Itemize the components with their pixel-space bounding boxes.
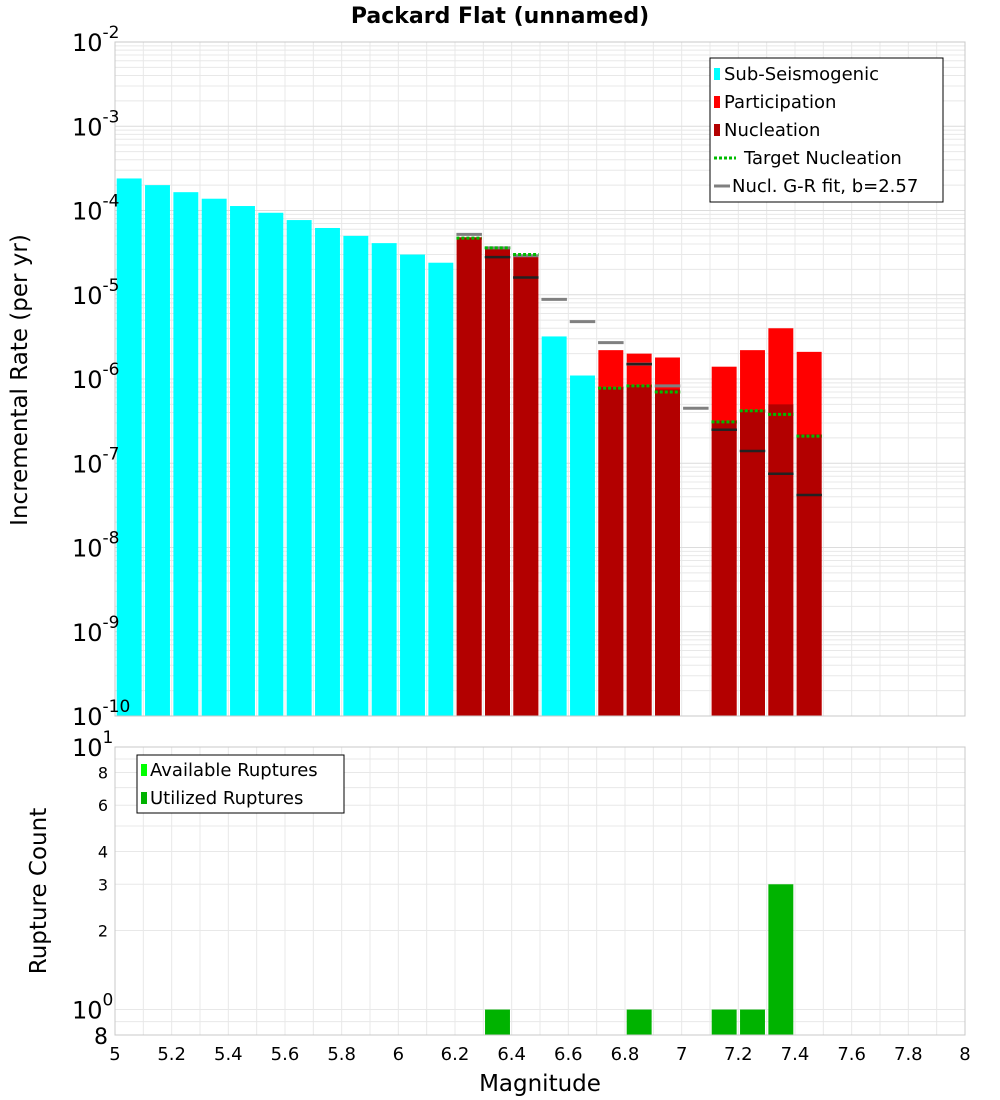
bar-sub-seismogenic	[230, 206, 255, 716]
bar-sub-seismogenic	[541, 336, 567, 716]
legend-swatch	[141, 792, 147, 804]
bottom-y-axis-label: Rupture Count	[26, 808, 52, 974]
y-tick-label: 10-9	[72, 613, 120, 647]
legend-label: Participation	[724, 92, 836, 113]
x-axis-label: Magnitude	[479, 1071, 601, 1097]
legend-label: Nucl. G-R fit, b=2.57	[732, 176, 918, 197]
bar-nucleation	[513, 254, 539, 716]
y-tick-label: 10-7	[72, 444, 120, 478]
y-tick-label: 101	[72, 728, 113, 762]
legend-label: Sub-Seismogenic	[724, 64, 879, 85]
legend-label: Target Nucleation	[743, 148, 902, 169]
x-tick-label: 7.2	[724, 1044, 753, 1065]
x-tick-label: 6.4	[497, 1044, 526, 1065]
y-tick-label: 10-6	[72, 360, 120, 394]
x-tick-label: 7	[676, 1044, 687, 1065]
bar-sub-seismogenic	[315, 227, 340, 716]
bar-nucleation	[456, 237, 482, 717]
bar-sub-seismogenic	[201, 198, 227, 716]
top-panel-frame	[114, 41, 966, 717]
legend-label: Available Ruptures	[150, 760, 318, 781]
bottom-panel-bars	[485, 884, 794, 1035]
legend-frame	[709, 57, 944, 203]
bar-nucleation	[485, 248, 510, 716]
y-tick-label: 4	[98, 842, 108, 861]
x-tick-label: 5.8	[327, 1044, 356, 1065]
bar-utilized-ruptures	[485, 1009, 510, 1035]
x-tick-labels: 5 5.2 5.4 5.6 5.8 6 6.2 6.4 6.6 6.8 7 7.2 7.4 7.6 7.8 8	[109, 1044, 970, 1065]
bar-sub-seismogenic	[145, 185, 170, 716]
legend-swatch	[714, 68, 720, 80]
bar-nucleation	[740, 409, 765, 716]
bar-nucleation	[711, 420, 737, 716]
bar-nucleation	[598, 387, 624, 716]
y-tick-label: 3	[98, 875, 108, 894]
legend-swatch	[141, 764, 147, 776]
x-tick-label: 7.6	[837, 1044, 866, 1065]
y-tick-label: 100	[72, 991, 113, 1025]
bar-sub-seismogenic	[116, 178, 142, 716]
x-tick-label: 5	[109, 1044, 120, 1065]
bar-sub-seismogenic	[286, 220, 312, 716]
top-y-tick-labels: 10-10 10-9 10-8 10-7 10-6 10-5 10-4 10-3 10-2	[72, 23, 130, 731]
bar-utilized-ruptures	[711, 1009, 737, 1035]
bar-sub-seismogenic	[258, 212, 284, 716]
y-tick-label: 8	[94, 1025, 108, 1050]
top-legend: Sub-Seismogenic Participation Nucleation Ta…	[709, 57, 944, 203]
x-tick-label: 6.8	[611, 1044, 640, 1065]
x-tick-label: 8	[959, 1044, 970, 1065]
x-tick-label: 5.6	[271, 1044, 300, 1065]
bar-utilized-ruptures	[626, 1009, 652, 1035]
x-tick-label: 7.4	[781, 1044, 810, 1065]
bar-utilized-ruptures	[740, 1009, 765, 1035]
top-panel-bars	[116, 178, 822, 717]
bar-nucleation	[626, 384, 652, 716]
bottom-panel-frame	[114, 746, 966, 1036]
y-tick-label: 10-3	[72, 107, 120, 141]
legend-swatch	[714, 96, 720, 108]
x-tick-label: 6.2	[441, 1044, 470, 1065]
x-tick-label: 5.4	[214, 1044, 243, 1065]
bar-sub-seismogenic	[371, 243, 397, 716]
bar-nucleation	[655, 389, 680, 716]
bar-sub-seismogenic	[428, 262, 454, 716]
bar-utilized-ruptures	[768, 884, 794, 1035]
legend-label: Nucleation	[724, 120, 820, 141]
bar-sub-seismogenic	[400, 254, 425, 716]
legend-frame	[136, 754, 345, 814]
y-tick-label: 10-4	[72, 192, 120, 226]
y-tick-label: 10-10	[72, 697, 130, 731]
x-tick-label: 7.8	[894, 1044, 923, 1065]
x-tick-label: 5.2	[157, 1044, 186, 1065]
bar-nucleation	[796, 434, 822, 716]
bottom-legend: Available Ruptures Utilized Ruptures	[136, 754, 345, 814]
x-tick-label: 6	[393, 1044, 404, 1065]
top-panel-line-marks	[456, 232, 822, 497]
chart-title: Packard Flat (unnamed)	[351, 4, 649, 29]
y-tick-label: 10-5	[72, 276, 120, 310]
y-tick-label: 8	[98, 763, 108, 782]
bar-sub-seismogenic	[570, 375, 595, 716]
legend-label: Utilized Ruptures	[150, 788, 303, 809]
bar-nucleation	[768, 404, 794, 716]
y-tick-label: 10-2	[72, 23, 120, 57]
bar-sub-seismogenic	[173, 192, 199, 716]
x-tick-label: 6.6	[554, 1044, 583, 1065]
y-tick-label: 10-8	[72, 529, 120, 563]
y-tick-label: 6	[98, 796, 108, 815]
legend-swatch	[714, 124, 720, 136]
y-tick-label: 2	[98, 922, 108, 941]
bar-sub-seismogenic	[343, 235, 369, 717]
top-y-axis-label: Incremental Rate (per yr)	[7, 234, 33, 526]
